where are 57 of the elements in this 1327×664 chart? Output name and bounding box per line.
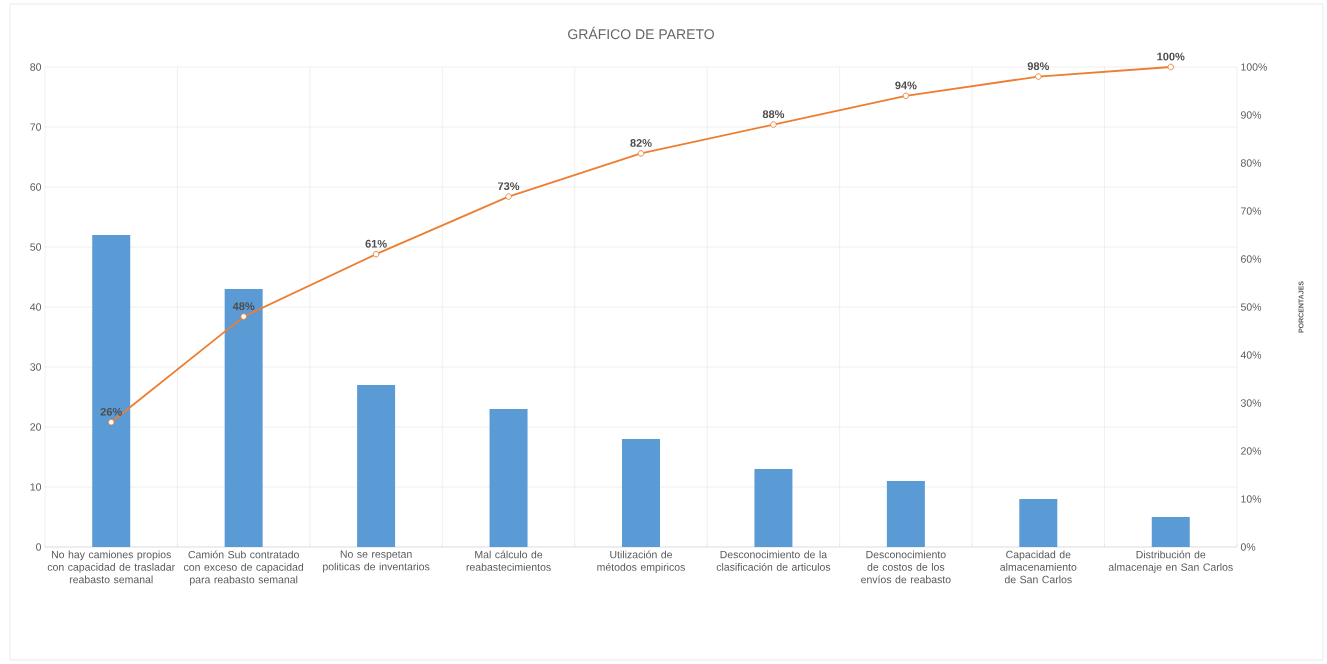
- y-tick-label: 80: [30, 63, 42, 71]
- point: [902, 92, 910, 100]
- point: [372, 250, 380, 258]
- point: [1167, 63, 1175, 71]
- y2-tick-label: 100%: [1241, 63, 1267, 71]
- x-tick-label: No se respetan politicas de inventarios: [323, 550, 430, 573]
- y-tick-label: 10: [30, 483, 42, 491]
- bar: [1151, 517, 1190, 547]
- y-tick-label: 20: [30, 423, 42, 431]
- y-tick-label: 40: [30, 303, 42, 311]
- bar: [1019, 499, 1058, 547]
- y2-tick-label: 80%: [1240, 159, 1262, 167]
- y-tick-label: 70: [30, 123, 42, 131]
- bar: [92, 234, 131, 547]
- x-tick-label: Desconocimiento de costos de los envíos de reabasto: [861, 550, 951, 584]
- data-label: 73%: [498, 182, 520, 191]
- point: [770, 121, 777, 128]
- y-tick-label: 30: [30, 363, 42, 371]
- y2-tick-label: 30%: [1240, 399, 1262, 407]
- x-tick-label: Desconocimiento de la clasificación de articulos: [716, 550, 831, 571]
- y2-tick-label: 0%: [1240, 543, 1256, 551]
- x-tick-label: No hay camiones propios con capacidad de trasladar reabasto semanal: [47, 550, 175, 584]
- y2-tick-label: 50%: [1240, 303, 1262, 311]
- bar: [357, 384, 396, 547]
- y-tick-label: 60: [30, 183, 42, 191]
- point: [637, 150, 645, 157]
- y2-tick-label: 60%: [1241, 255, 1262, 263]
- point: [107, 418, 115, 426]
- data-label: 88%: [762, 110, 785, 119]
- bar: [754, 469, 793, 547]
- y2-tick-label: 10%: [1241, 495, 1262, 503]
- point: [505, 193, 512, 200]
- y2-tick-label: 90%: [1241, 111, 1262, 119]
- x-tick-label: Distribución de almacenaje en San Carlos: [1108, 550, 1233, 573]
- point: [1035, 73, 1042, 80]
- data-label: 61%: [365, 239, 387, 248]
- y2-tick-label: 40%: [1240, 351, 1262, 359]
- x-tick-label: Mal cálculo de reabastecimientos: [466, 550, 551, 571]
- bar: [886, 481, 925, 547]
- data-label: 48%: [232, 302, 255, 311]
- y2-tick-label: 20%: [1241, 447, 1262, 455]
- y-tick-label: 0: [36, 543, 42, 551]
- data-label: 82%: [630, 139, 652, 147]
- point: [240, 313, 247, 320]
- data-label: 26%: [100, 407, 122, 416]
- x-tick-label: Camión Sub contratado con exceso de capacidad para reabasto semanal: [183, 550, 304, 586]
- x-tick-label: Capacidad de almacenamiento de San Carlos: [1000, 550, 1077, 584]
- x-tick-label: Utilización de métodos empiricos: [597, 550, 685, 573]
- data-label: 98%: [1027, 62, 1050, 71]
- bar: [621, 438, 660, 547]
- y2-tick-label: 70%: [1241, 207, 1262, 215]
- bar: [224, 288, 263, 547]
- data-label: 94%: [895, 81, 917, 90]
- bar: [489, 408, 528, 547]
- y-tick-label: 50: [30, 243, 42, 251]
- data-label: 100%: [1157, 52, 1185, 61]
- chart-title: GRÁFICO DE PARETO: [568, 26, 714, 40]
